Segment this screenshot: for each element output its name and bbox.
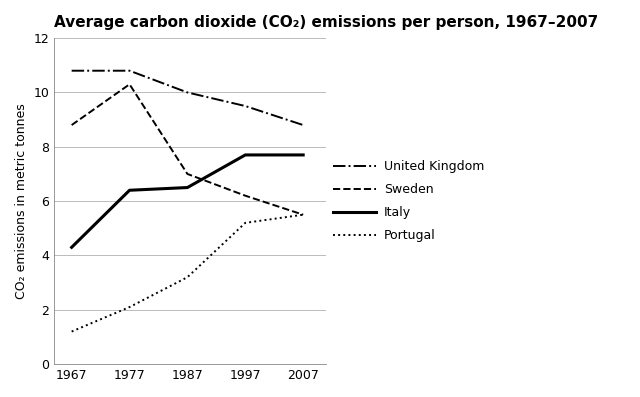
Line: Italy: Italy <box>72 155 303 247</box>
Sweden <box>68 123 76 127</box>
Italy <box>300 152 307 157</box>
Italy <box>184 185 191 190</box>
United Kingdom <box>68 68 76 73</box>
Line: Portugal: Portugal <box>72 215 303 331</box>
United Kingdom <box>184 90 191 95</box>
Line: Sweden: Sweden <box>72 84 303 215</box>
Sweden <box>125 82 133 87</box>
Portugal <box>68 329 76 334</box>
Italy <box>241 152 249 157</box>
Line: United Kingdom: United Kingdom <box>72 71 303 125</box>
Legend: United Kingdom, Sweden, Italy, Portugal: United Kingdom, Sweden, Italy, Portugal <box>333 160 484 242</box>
Portugal <box>184 275 191 279</box>
Sweden <box>241 193 249 198</box>
Sweden <box>300 212 307 217</box>
Italy <box>125 188 133 193</box>
United Kingdom <box>241 104 249 108</box>
Portugal <box>125 305 133 310</box>
United Kingdom <box>300 123 307 127</box>
Italy <box>68 245 76 250</box>
Portugal <box>241 220 249 225</box>
Text: Average carbon dioxide (CO₂) emissions per person, 1967–2007: Average carbon dioxide (CO₂) emissions p… <box>54 15 598 30</box>
Sweden <box>184 172 191 176</box>
Portugal <box>300 212 307 217</box>
Y-axis label: CO₂ emissions in metric tonnes: CO₂ emissions in metric tonnes <box>15 103 28 299</box>
United Kingdom <box>125 68 133 73</box>
